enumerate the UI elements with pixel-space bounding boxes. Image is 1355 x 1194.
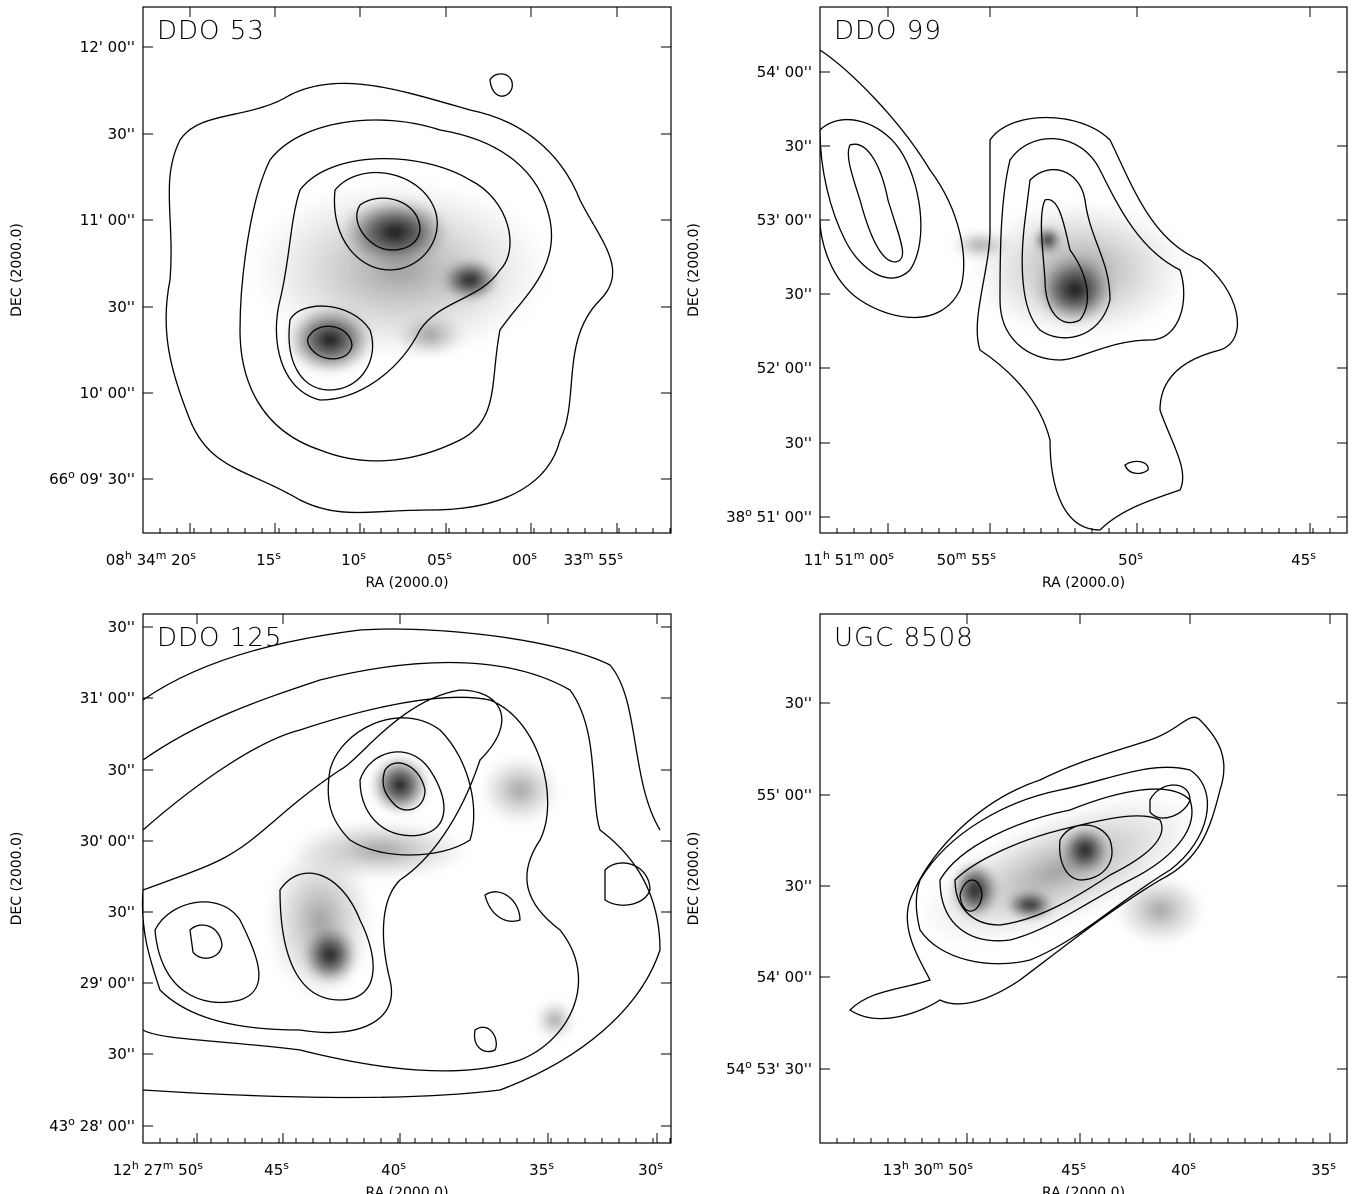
panel-1-image bbox=[250, 180, 550, 375]
panel-title: DDO 53 bbox=[157, 16, 265, 46]
x-tick-label: 45s bbox=[1291, 549, 1316, 570]
y-tick-label: 54' 00'' bbox=[757, 968, 812, 986]
y-axis-label: DEC (2000.0) bbox=[9, 832, 25, 926]
x-axis-label: RA (2000.0) bbox=[365, 1185, 448, 1194]
x-tick-label: 40s bbox=[1171, 1159, 1196, 1180]
y-tick-label: 30'' bbox=[785, 434, 812, 452]
x-tick-label: 11h 51m 00s bbox=[804, 549, 895, 570]
x-tick-label: 45s bbox=[1061, 1159, 1086, 1180]
panel-frame bbox=[142, 613, 672, 1144]
y-tick-label: 30'' bbox=[108, 903, 135, 921]
x-tick-label: 08h 34m 20s bbox=[106, 549, 197, 570]
panel-2-contours bbox=[819, 49, 1239, 531]
panel-3-contours bbox=[141, 628, 661, 1099]
y-tick-label: 30'' bbox=[108, 761, 135, 779]
panel-title: DDO 125 bbox=[157, 623, 282, 653]
y-tick-label: 30'' bbox=[785, 694, 812, 712]
y-tick-label: 43o 28' 00'' bbox=[49, 1115, 135, 1136]
x-tick-label: 45s bbox=[264, 1159, 289, 1180]
x-tick-label: 12h 27m 50s bbox=[113, 1159, 204, 1180]
y-tick-label: 30'' bbox=[108, 618, 135, 636]
y-tick-label: 31' 00'' bbox=[80, 689, 135, 707]
y-tick-label: 52' 00'' bbox=[757, 359, 812, 377]
panel-4-contours bbox=[848, 716, 1225, 1020]
x-tick-label: 00s bbox=[512, 549, 537, 570]
x-tick-label: 05s bbox=[427, 549, 452, 570]
y-tick-label: 53' 00'' bbox=[757, 211, 812, 229]
x-tick-label: 40s bbox=[381, 1159, 406, 1180]
y-tick-label: 54' 00'' bbox=[757, 63, 812, 81]
x-tick-label: 50s bbox=[1118, 549, 1143, 570]
panel-4-image bbox=[919, 794, 1205, 946]
x-axis-label: RA (2000.0) bbox=[1042, 575, 1125, 591]
y-tick-label: 11' 00'' bbox=[80, 211, 135, 229]
y-tick-label: 30' 00'' bbox=[80, 832, 135, 850]
x-tick-label: 33m 55s bbox=[564, 549, 624, 570]
panel-title: UGC 8508 bbox=[834, 623, 974, 653]
panel-frame bbox=[142, 6, 672, 534]
x-axis-label: RA (2000.0) bbox=[365, 575, 448, 591]
x-tick-label: 13h 30m 50s bbox=[883, 1159, 974, 1180]
y-tick-label: 66o 09' 30'' bbox=[49, 468, 135, 489]
y-tick-label: 30'' bbox=[108, 1045, 135, 1063]
x-tick-label: 50m 55s bbox=[937, 549, 997, 570]
y-tick-label: 55' 00'' bbox=[757, 786, 812, 804]
y-tick-label: 29' 00'' bbox=[80, 974, 135, 992]
panel-3-image bbox=[265, 755, 575, 1040]
y-tick-label: 30'' bbox=[108, 125, 135, 143]
x-tick-label: 30s bbox=[638, 1159, 663, 1180]
y-tick-label: 12' 00'' bbox=[80, 38, 135, 56]
y-tick-label: 30'' bbox=[108, 298, 135, 316]
x-tick-label: 10s bbox=[341, 549, 366, 570]
x-tick-label: 35s bbox=[1311, 1159, 1336, 1180]
x-tick-label: 35s bbox=[529, 1159, 554, 1180]
y-tick-label: 54o 53' 30'' bbox=[726, 1058, 812, 1079]
panel-title: DDO 99 bbox=[834, 16, 942, 46]
panel-frame bbox=[819, 613, 1348, 1144]
y-axis-label: DEC (2000.0) bbox=[9, 223, 25, 317]
y-tick-label: 30'' bbox=[785, 285, 812, 303]
y-tick-label: 30'' bbox=[785, 137, 812, 155]
panel-frame bbox=[819, 6, 1348, 534]
panel-2-image bbox=[950, 200, 1190, 340]
y-tick-label: 30'' bbox=[785, 877, 812, 895]
y-axis-label: DEC (2000.0) bbox=[686, 832, 702, 926]
y-tick-label: 38o 51' 00'' bbox=[726, 506, 812, 527]
x-tick-label: 15s bbox=[256, 549, 281, 570]
x-axis-label: RA (2000.0) bbox=[1042, 1185, 1125, 1194]
y-axis-label: DEC (2000.0) bbox=[686, 223, 702, 317]
y-tick-label: 10' 00'' bbox=[80, 384, 135, 402]
panel-1-contours bbox=[165, 73, 614, 514]
